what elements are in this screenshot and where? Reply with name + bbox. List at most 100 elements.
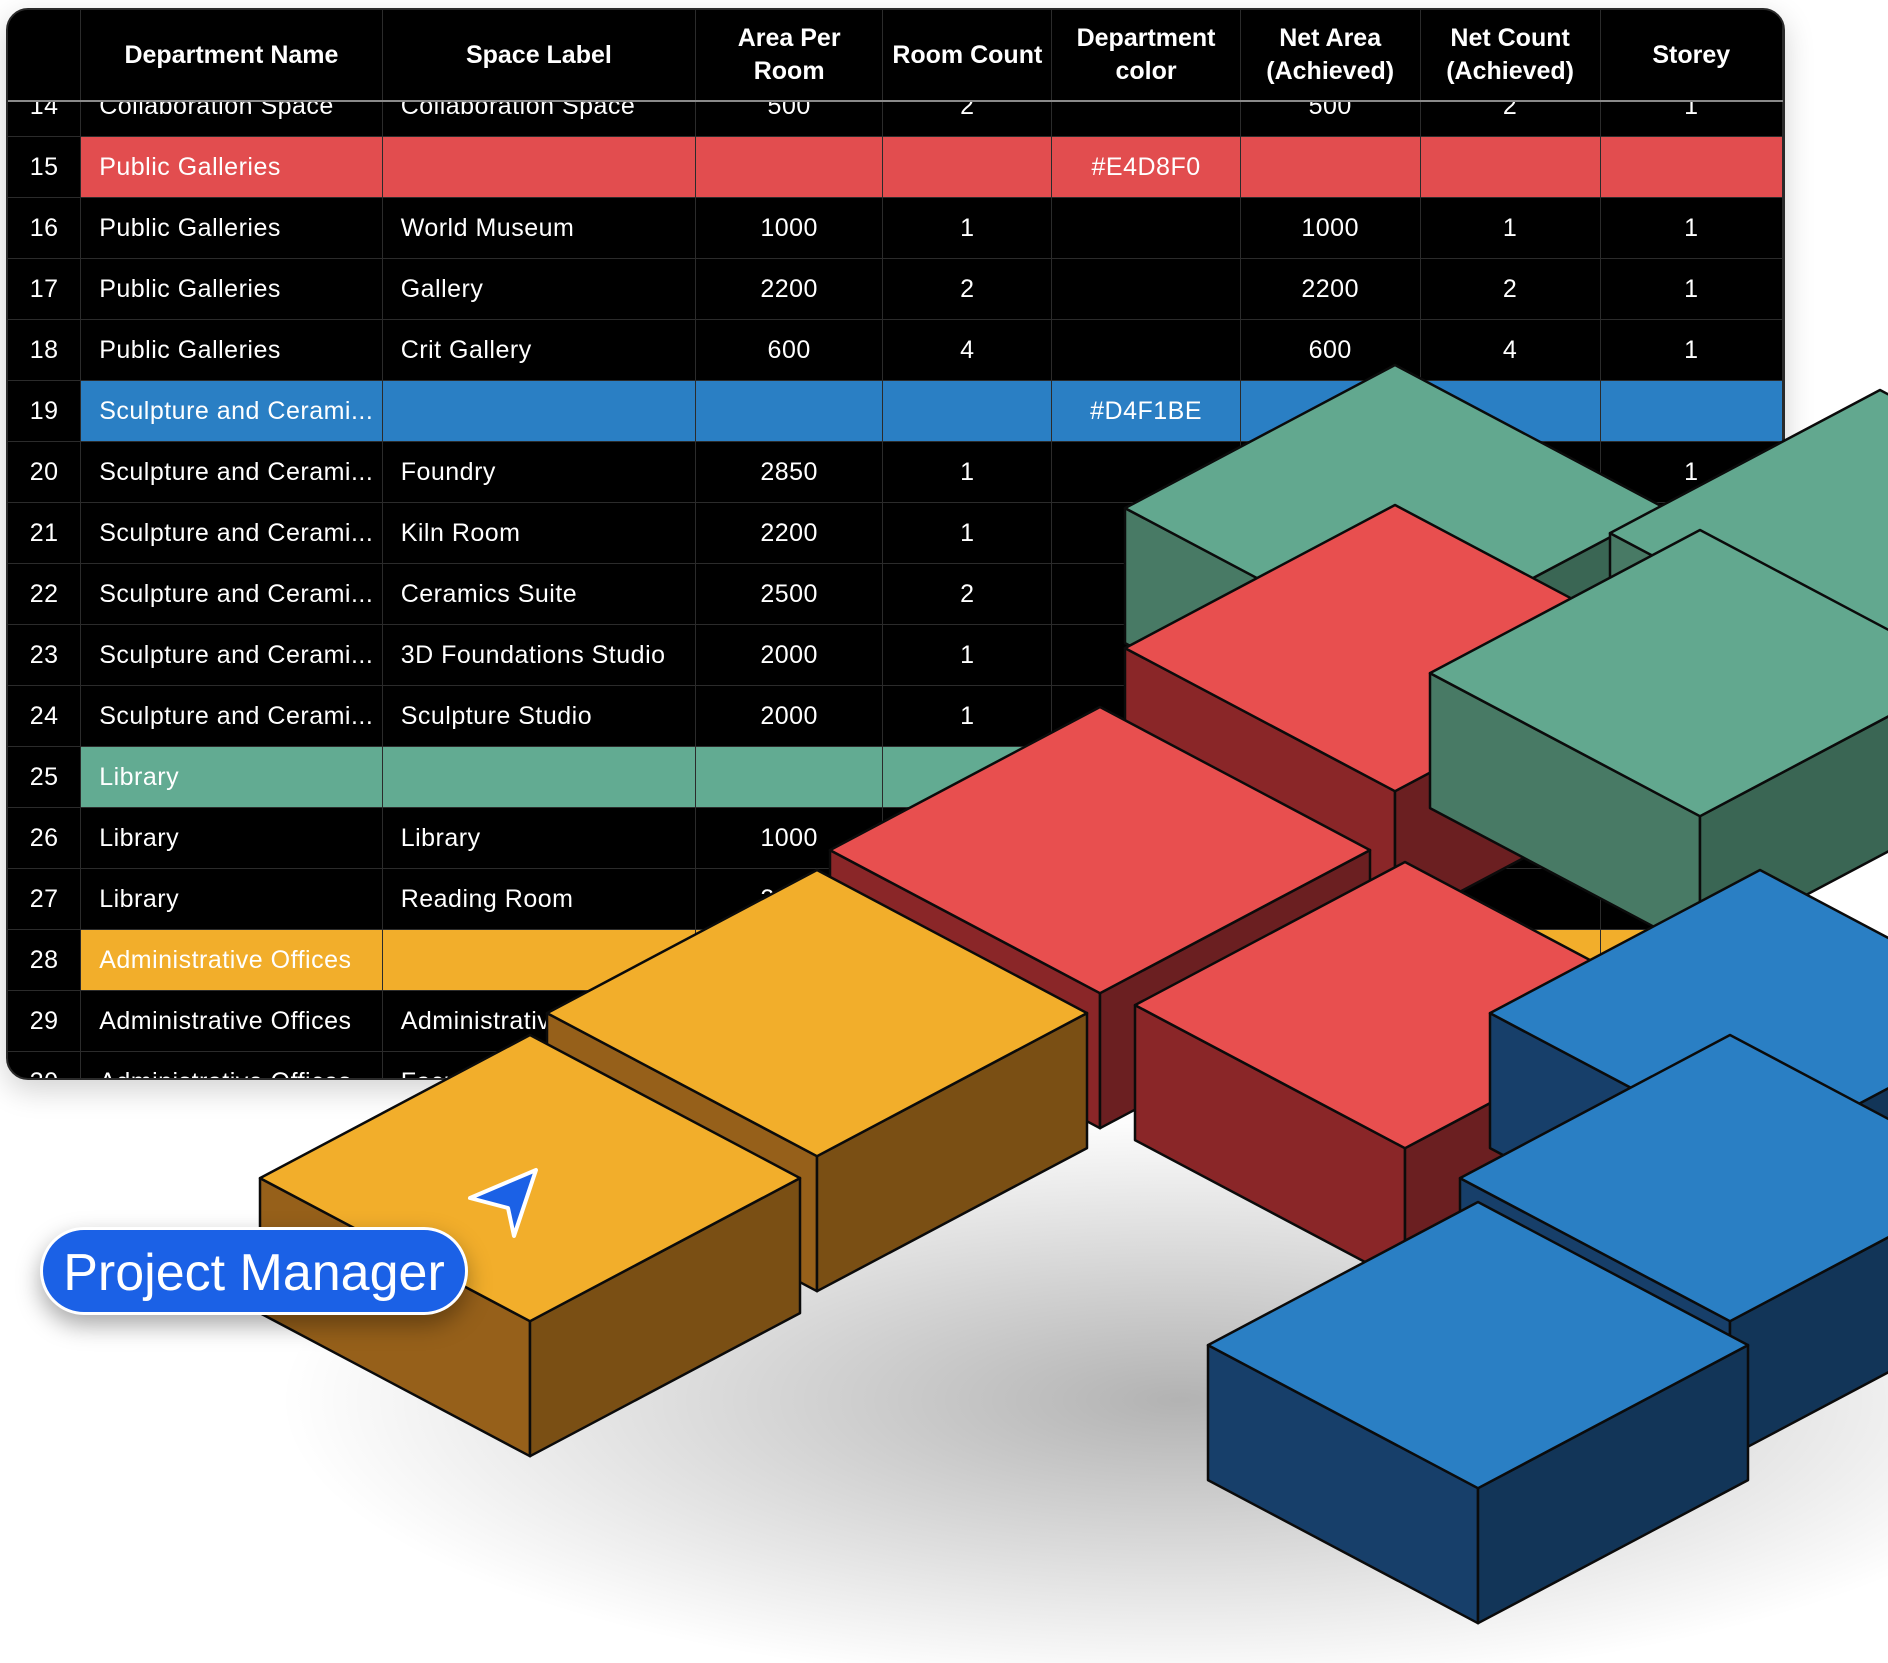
cell-dept[interactable]: Administrative Offices [80,929,383,991]
table-row[interactable]: 18 Public Galleries Crit Gallery 600 4 600 4 1 [8,319,1783,381]
cell-color[interactable]: #E4D8F0 [1051,136,1241,198]
group-row[interactable]: 15 Public Galleries #E4D8F0 [8,136,1783,198]
cell-area[interactable]: 2500 [695,563,884,625]
cell-area[interactable]: 600 [695,319,884,381]
column-header-storey[interactable]: Storey [1600,10,1783,101]
cell-area[interactable]: 2850 [695,441,884,503]
cell-index[interactable]: 27 [8,868,82,930]
cell-index[interactable]: 30 [8,1051,82,1078]
cell-space[interactable]: Gallery [382,258,697,320]
cell-index[interactable]: 19 [8,380,82,442]
table-row[interactable]: 17 Public Galleries Gallery 2200 2 2200 2 1 [8,258,1783,320]
cell-count[interactable]: 2 [882,258,1053,320]
cell-space[interactable]: Ceramics Suite [382,563,697,625]
cell-dept[interactable]: Sculpture and Cerami... [80,685,383,747]
cell-space[interactable]: 3D Foundations Studio [382,624,697,686]
cell-index[interactable]: 29 [8,990,82,1052]
cell-index[interactable]: 16 [8,197,82,259]
cell-index[interactable]: 17 [8,258,82,320]
cell-color[interactable] [1051,319,1241,381]
cell-dept[interactable]: Sculpture and Cerami... [80,380,383,442]
block-red-front-left-top-face [828,705,1372,995]
block-blue-front [1206,1200,1750,1625]
cell-area[interactable] [695,380,884,442]
cell-dept[interactable]: Library [80,868,383,930]
cell-area[interactable]: 2200 [695,502,884,564]
cell-dept[interactable]: Sculpture and Cerami... [80,502,383,564]
cell-color[interactable] [1051,197,1241,259]
cell-index[interactable]: 23 [8,624,82,686]
cell-storey[interactable]: 1 [1600,258,1783,320]
cell-index[interactable]: 20 [8,441,82,503]
cell-dept[interactable]: Sculpture and Cerami... [80,441,383,503]
block-blue-front-top-face [1206,1200,1750,1490]
cell-count[interactable]: 1 [882,685,1053,747]
cell-dept[interactable]: Public Galleries [80,258,383,320]
cell-count[interactable]: 1 [882,197,1053,259]
cell-color[interactable]: #D4F1BE [1051,380,1241,442]
cell-storey[interactable]: 1 [1600,197,1783,259]
cell-netCount[interactable] [1420,136,1601,198]
cell-dept[interactable]: Administrative Offices [80,990,383,1052]
cell-dept[interactable]: Library [80,746,383,808]
cell-area[interactable] [695,136,884,198]
cell-dept[interactable]: Administrative Offices [80,1051,383,1078]
cell-index[interactable]: 28 [8,929,82,991]
cell-dept[interactable]: Public Galleries [80,319,383,381]
column-header-net-count[interactable]: Net Count (Achieved) [1420,10,1601,101]
cell-space[interactable]: Sculpture Studio [382,685,697,747]
cell-space[interactable]: Kiln Room [382,502,697,564]
cell-space[interactable] [382,746,697,808]
cell-dept[interactable]: Library [80,807,383,869]
cell-storey[interactable]: 1 [1600,319,1783,381]
column-header-area-per-room[interactable]: Area Per Room [695,10,884,101]
cell-netCount[interactable]: 2 [1420,258,1601,320]
cell-space[interactable]: World Museum [382,197,697,259]
cell-storey[interactable] [1600,380,1783,442]
column-header-department-name[interactable]: Department Name [80,10,383,101]
cell-area[interactable]: 2200 [695,258,884,320]
cell-storey[interactable] [1600,136,1783,198]
cell-area[interactable] [695,746,884,808]
cell-dept[interactable]: Public Galleries [80,197,383,259]
cell-dept[interactable]: Sculpture and Cerami... [80,624,383,686]
cell-netCount[interactable]: 4 [1420,319,1601,381]
cell-space[interactable]: Reading Room [382,868,697,930]
cell-area[interactable]: 2000 [695,624,884,686]
cell-space[interactable] [382,136,697,198]
cell-count[interactable] [882,136,1053,198]
cell-netArea[interactable]: 2200 [1240,258,1421,320]
column-header-room-count[interactable]: Room Count [882,10,1053,101]
cell-count[interactable] [882,380,1053,442]
column-header-department-color[interactable]: Department color [1051,10,1241,101]
cell-dept[interactable]: Sculpture and Cerami... [80,563,383,625]
cell-space[interactable]: Foundry [382,441,697,503]
cell-index[interactable]: 15 [8,136,82,198]
table-row[interactable]: 16 Public Galleries World Museum 1000 1 1000 1… [8,197,1783,259]
cell-count[interactable]: 4 [882,319,1053,381]
cell-netCount[interactable]: 1 [1420,197,1601,259]
cell-netArea[interactable] [1240,136,1421,198]
cell-netArea[interactable]: 1000 [1240,197,1421,259]
column-header-index[interactable] [8,10,82,101]
cell-index[interactable]: 26 [8,807,82,869]
cell-index[interactable]: 18 [8,319,82,381]
cell-space[interactable]: Crit Gallery [382,319,697,381]
project-manager-badge[interactable]: Project Manager [40,1227,468,1315]
column-header-net-area[interactable]: Net Area (Achieved) [1240,10,1421,101]
cell-area[interactable]: 2000 [695,685,884,747]
cell-count[interactable]: 1 [882,502,1053,564]
cell-area[interactable]: 1000 [695,197,884,259]
cell-count[interactable]: 2 [882,563,1053,625]
cell-space[interactable]: Library [382,807,697,869]
cell-index[interactable]: 22 [8,563,82,625]
cell-space[interactable] [382,380,697,442]
cell-count[interactable]: 1 [882,624,1053,686]
cell-index[interactable]: 25 [8,746,82,808]
cell-dept[interactable]: Public Galleries [80,136,383,198]
cell-index[interactable]: 24 [8,685,82,747]
cell-index[interactable]: 21 [8,502,82,564]
column-header-space-label[interactable]: Space Label [382,10,697,101]
cell-color[interactable] [1051,258,1241,320]
cell-count[interactable]: 1 [882,441,1053,503]
